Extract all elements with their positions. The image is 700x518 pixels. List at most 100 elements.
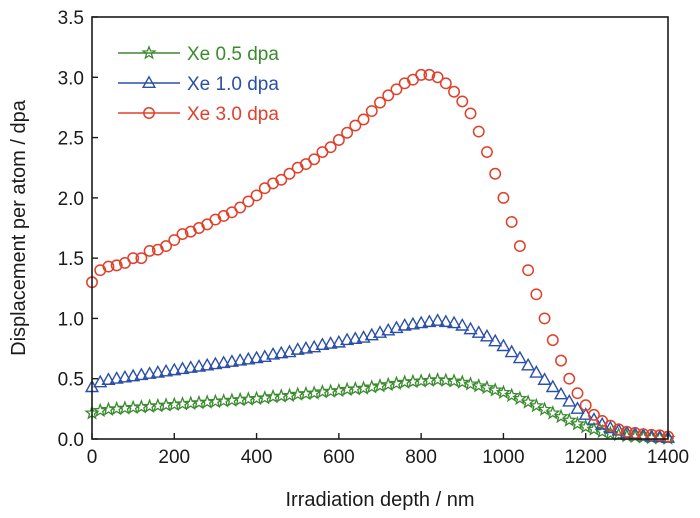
y-axis-label: Displacement per atom / dpa <box>8 99 30 356</box>
data-point <box>629 427 642 439</box>
data-point <box>224 354 239 367</box>
y-tick-label: 0.0 <box>58 430 84 451</box>
legend-label: Xe 3.0 dpa <box>187 104 279 125</box>
data-point <box>479 379 495 395</box>
y-tick-label: 0.5 <box>58 370 84 391</box>
data-point <box>332 134 345 146</box>
data-point <box>423 68 436 81</box>
data-point <box>504 344 519 358</box>
data-point <box>430 313 445 326</box>
data-point <box>158 363 174 377</box>
data-point <box>405 316 420 330</box>
data-point <box>372 325 388 338</box>
data-point <box>537 372 552 385</box>
y-tick-label: 3.5 <box>58 8 84 29</box>
data-point <box>249 350 264 364</box>
data-point <box>579 399 592 412</box>
data-point <box>513 240 526 253</box>
data-point <box>529 365 544 378</box>
data-point <box>414 315 429 329</box>
data-point <box>200 357 215 371</box>
data-point <box>283 167 296 180</box>
data-point <box>390 83 403 96</box>
data-point <box>135 252 148 265</box>
data-point <box>431 71 444 84</box>
x-tick-label: 1000 <box>482 447 524 468</box>
data-point <box>110 259 123 272</box>
data-point <box>471 377 487 393</box>
data-point <box>175 361 190 375</box>
series-circle <box>86 68 674 443</box>
data-point <box>298 340 314 354</box>
data-point <box>439 77 452 90</box>
x-tick-label: 1400 <box>647 447 689 468</box>
data-point <box>422 314 437 328</box>
data-point <box>455 318 470 331</box>
data-point <box>365 105 378 117</box>
x-tick-label: 600 <box>323 447 355 468</box>
data-point <box>464 107 477 120</box>
data-point <box>183 360 198 373</box>
data-point <box>93 374 108 388</box>
data-point <box>653 429 666 442</box>
data-point <box>496 338 511 352</box>
data-point <box>389 320 404 334</box>
x-tick-label: 800 <box>405 447 437 468</box>
data-point <box>563 372 576 385</box>
data-point <box>109 371 124 384</box>
data-point <box>176 228 189 240</box>
data-point <box>282 344 297 358</box>
data-point <box>160 240 173 253</box>
data-point <box>415 68 428 81</box>
x-axis-label: Irradiation depth / nm <box>286 489 475 511</box>
data-point <box>454 374 470 389</box>
data-point <box>446 315 462 329</box>
data-point <box>242 195 255 208</box>
plot-frame <box>91 16 669 440</box>
data-point <box>521 357 536 371</box>
data-point <box>216 355 231 369</box>
data-point <box>520 394 536 409</box>
data-point <box>545 405 561 420</box>
data-point <box>571 387 584 400</box>
y-tick-label: 3.0 <box>58 68 84 89</box>
data-point <box>382 89 395 102</box>
data-point <box>168 234 181 247</box>
data-point <box>357 113 370 126</box>
data-point <box>143 244 156 257</box>
data-point <box>397 318 412 331</box>
data-point <box>290 342 305 355</box>
legend-label: Xe 0.5 dpa <box>187 44 279 65</box>
x-tick-label: 0 <box>87 447 98 468</box>
data-point <box>275 173 288 186</box>
data-point <box>495 384 512 400</box>
data-point <box>555 354 567 367</box>
data-point <box>257 349 272 363</box>
data-point <box>341 126 354 139</box>
data-point <box>331 334 346 348</box>
data-point <box>587 408 600 421</box>
data-point <box>134 367 149 381</box>
axis-ticks: 0 200 400 600 800 1000 1200 1400 0.0 0.5 1.0 1.5 2.0… <box>58 8 690 468</box>
data-point <box>505 216 518 228</box>
y-tick-label: 2.0 <box>58 189 84 210</box>
data-point <box>528 397 545 413</box>
data-point <box>488 333 503 347</box>
data-point <box>446 373 462 388</box>
legend-item: Xe 1.0 dpa <box>118 74 279 95</box>
legend-label: Xe 1.0 dpa <box>187 74 279 95</box>
data-point <box>472 125 485 138</box>
data-point <box>241 351 256 365</box>
y-tick-label: 2.5 <box>58 129 84 150</box>
data-point <box>364 327 379 341</box>
data-point <box>167 362 182 376</box>
data-point <box>536 401 553 416</box>
data-point <box>620 425 633 438</box>
data-point <box>578 418 594 434</box>
data-point <box>553 408 569 424</box>
data-point <box>315 337 330 350</box>
data-point <box>324 141 337 154</box>
data-point <box>456 95 469 108</box>
data-point <box>348 331 363 344</box>
